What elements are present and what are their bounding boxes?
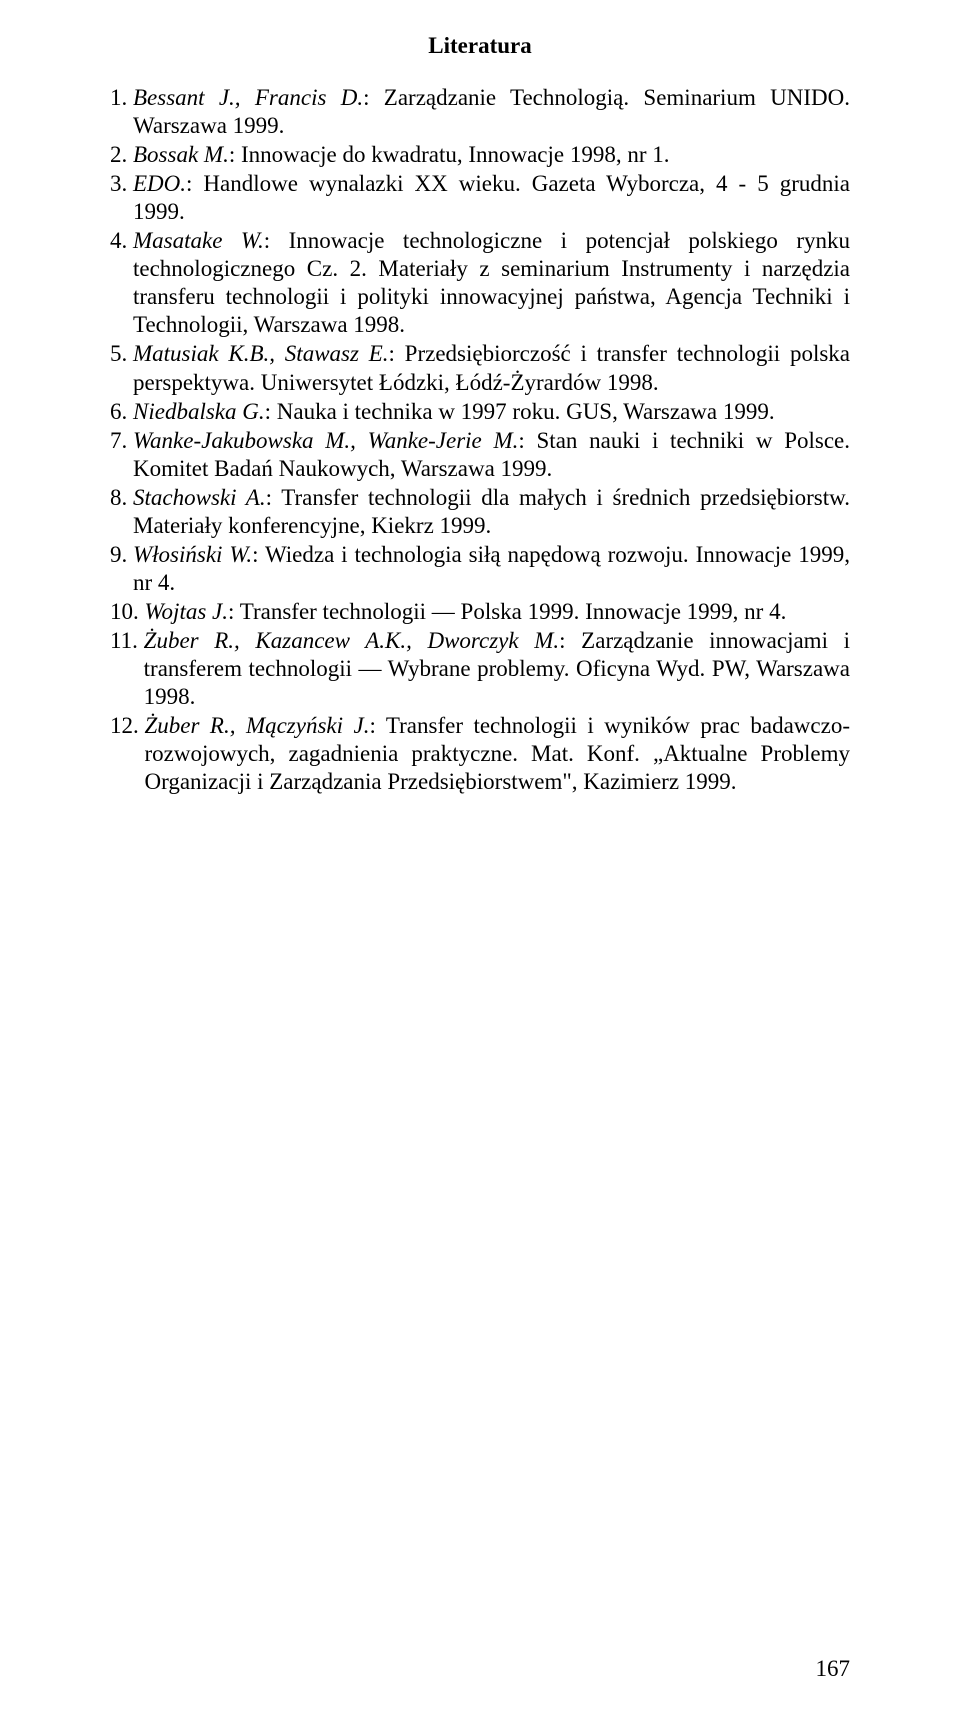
author-text: Wanke-Jakubowska M., Wanke-Jerie M.: [133, 428, 518, 453]
author-text: Matusiak K.B., Stawasz E.: [133, 341, 389, 366]
page: Literatura 1. Bessant J., Francis D.: Za…: [0, 0, 960, 1723]
item-body: Żuber R., Mączyński J.: Transfer technol…: [145, 712, 851, 796]
section-heading: Literatura: [110, 32, 850, 60]
item-number: 4.: [110, 227, 133, 339]
reference-list: 1. Bessant J., Francis D.: Zarządzanie T…: [110, 84, 850, 796]
item-number: 8.: [110, 484, 133, 540]
item-number: 10.: [110, 598, 145, 626]
list-item: 9. Włosiński W.: Wiedza i technologia si…: [110, 541, 850, 597]
list-item: 4. Masatake W.: Innowacje technologiczne…: [110, 227, 850, 339]
item-number: 5.: [110, 340, 133, 396]
list-item: 12. Żuber R., Mączyński J.: Transfer tec…: [110, 712, 850, 796]
body-text: : Handlowe wynalazki XX wieku. Gazeta Wy…: [133, 171, 850, 224]
list-item: 3. EDO.: Handlowe wynalazki XX wieku. Ga…: [110, 170, 850, 226]
item-number: 3.: [110, 170, 133, 226]
item-body: Włosiński W.: Wiedza i technologia siłą …: [133, 541, 850, 597]
list-item: 6. Niedbalska G.: Nauka i technika w 199…: [110, 398, 850, 426]
list-item: 10. Wojtas J.: Transfer technologii — Po…: [110, 598, 850, 626]
item-body: Bessant J., Francis D.: Zarządzanie Tech…: [133, 84, 850, 140]
author-text: Żuber R., Kazancew A.K., Dworczyk M.: [144, 628, 560, 653]
item-body: Wanke-Jakubowska M., Wanke-Jerie M.: Sta…: [133, 427, 850, 483]
page-number: 167: [816, 1655, 851, 1683]
list-item: 1. Bessant J., Francis D.: Zarządzanie T…: [110, 84, 850, 140]
author-text: Żuber R., Mączyński J.: [145, 713, 370, 738]
list-item: 8. Stachowski A.: Transfer technologii d…: [110, 484, 850, 540]
item-number: 9.: [110, 541, 133, 597]
item-body: Matusiak K.B., Stawasz E.: Przedsiębiorc…: [133, 340, 850, 396]
author-text: Niedbalska G.: [133, 399, 265, 424]
item-body: Niedbalska G.: Nauka i technika w 1997 r…: [133, 398, 850, 426]
body-text: : Innowacje do kwadratu, Innowacje 1998,…: [229, 142, 670, 167]
list-item: 7. Wanke-Jakubowska M., Wanke-Jerie M.: …: [110, 427, 850, 483]
list-item: 5. Matusiak K.B., Stawasz E.: Przedsiębi…: [110, 340, 850, 396]
item-number: 6.: [110, 398, 133, 426]
item-number: 2.: [110, 141, 133, 169]
item-number: 12.: [110, 712, 145, 796]
item-body: Wojtas J.: Transfer technologii — Polska…: [145, 598, 851, 626]
item-number: 11.: [110, 627, 144, 711]
body-text: : Nauka i technika w 1997 roku. GUS, War…: [265, 399, 775, 424]
author-text: Włosiński W.: [133, 542, 252, 567]
author-text: Stachowski A.: [133, 485, 266, 510]
item-body: Bossak M.: Innowacje do kwadratu, Innowa…: [133, 141, 850, 169]
item-body: Żuber R., Kazancew A.K., Dworczyk M.: Za…: [144, 627, 850, 711]
item-body: Masatake W.: Innowacje technologiczne i …: [133, 227, 850, 339]
author-text: Wojtas J.: [145, 599, 229, 624]
item-number: 1.: [110, 84, 133, 140]
author-text: EDO.: [133, 171, 186, 196]
item-body: Stachowski A.: Transfer technologii dla …: [133, 484, 850, 540]
author-text: Bessant J., Francis D.: [133, 85, 363, 110]
item-body: EDO.: Handlowe wynalazki XX wieku. Gazet…: [133, 170, 850, 226]
list-item: 11. Żuber R., Kazancew A.K., Dworczyk M.…: [110, 627, 850, 711]
author-text: Masatake W.: [133, 228, 264, 253]
author-text: Bossak M.: [133, 142, 229, 167]
body-text: : Transfer technologii — Polska 1999. In…: [228, 599, 786, 624]
item-number: 7.: [110, 427, 133, 483]
list-item: 2. Bossak M.: Innowacje do kwadratu, Inn…: [110, 141, 850, 169]
